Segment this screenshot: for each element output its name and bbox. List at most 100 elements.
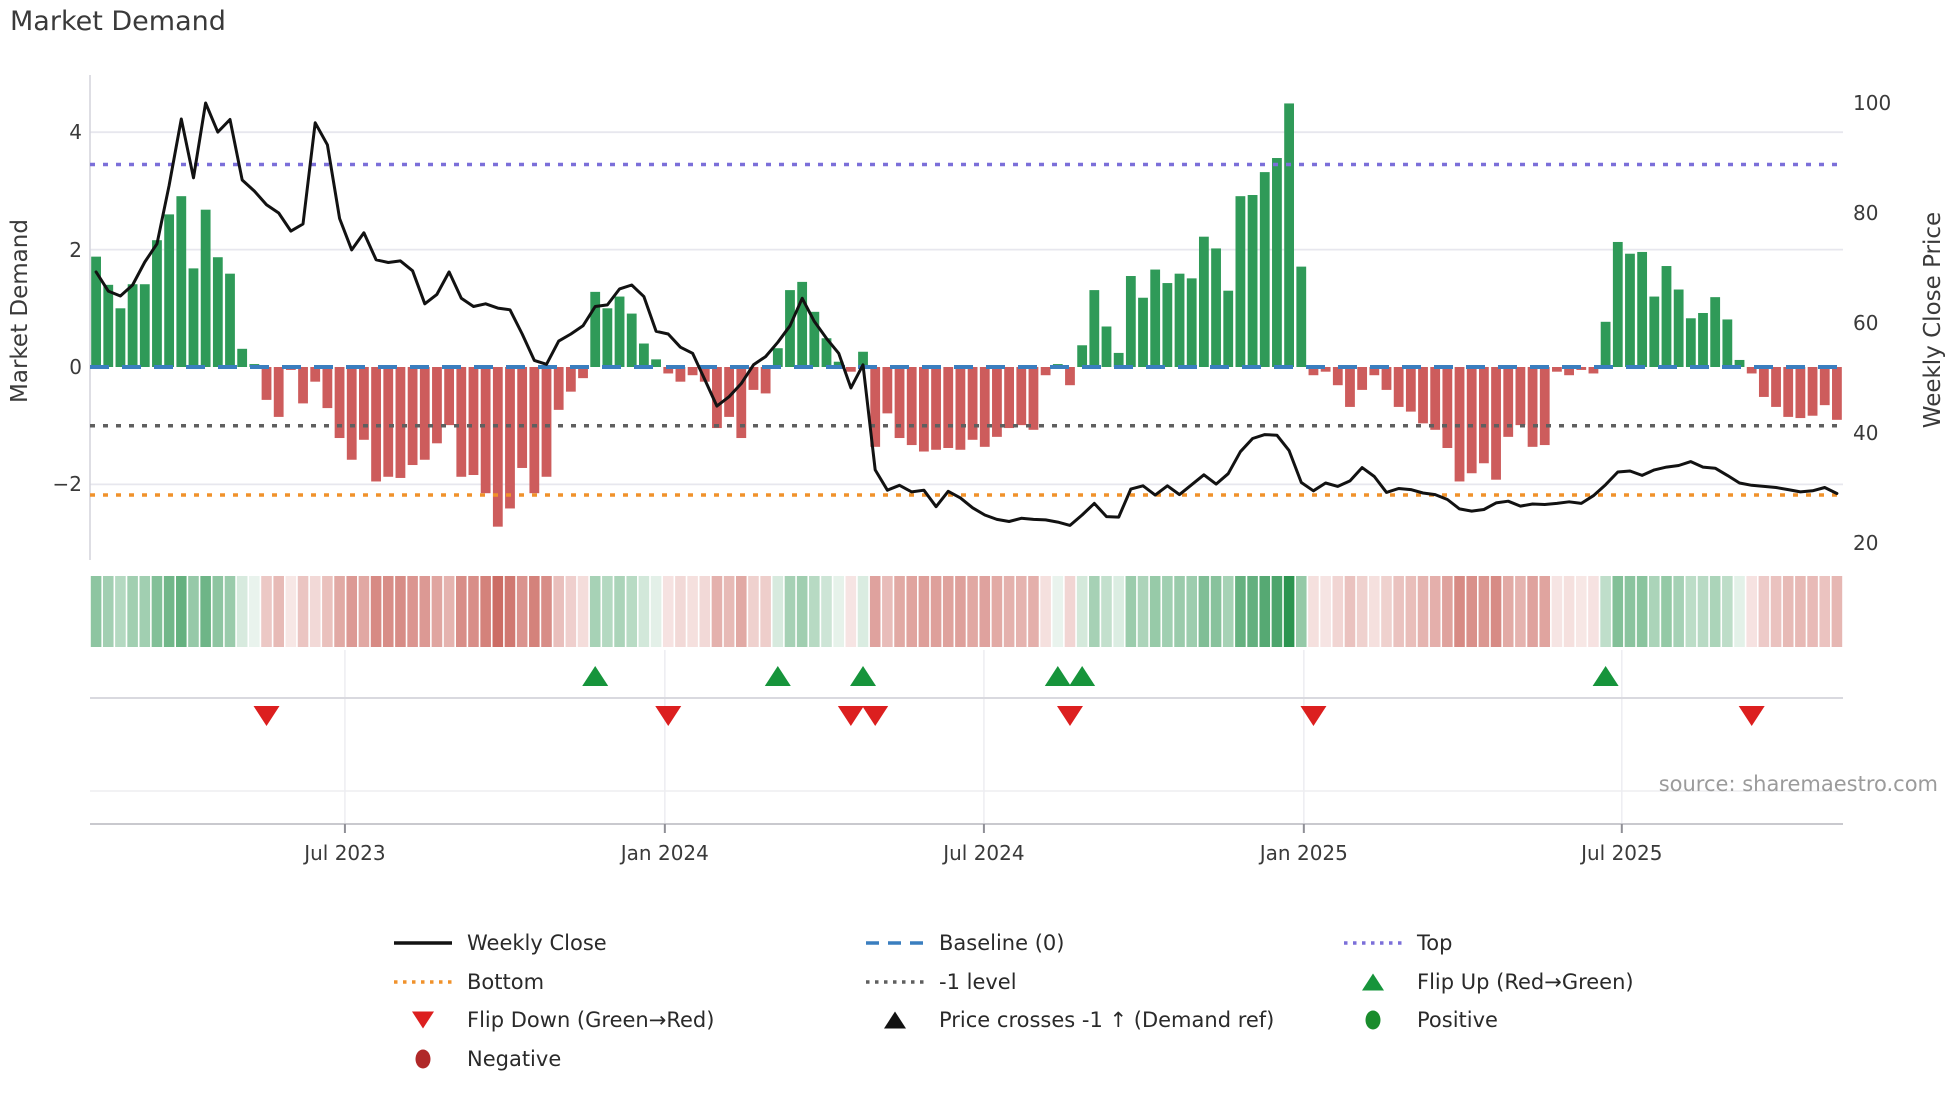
heatmap-cell: [1308, 576, 1319, 647]
demand-bar: [1698, 312, 1708, 367]
demand-bar: [955, 367, 966, 450]
demand-bar: [1235, 196, 1246, 367]
legend-label: Weekly Close: [467, 931, 607, 956]
heatmap-cell: [1064, 576, 1076, 647]
heatmap-cell: [1515, 576, 1526, 647]
demand-bar: [529, 367, 540, 494]
heatmap-cell: [1673, 576, 1684, 647]
heatmap-cell: [1125, 576, 1137, 647]
legend-column: Top Flip Up (Red→Green) Positive: [1342, 924, 1634, 1040]
heatmap-cell: [212, 576, 224, 647]
heatmap-cell: [1259, 576, 1271, 647]
demand-bar: [103, 284, 114, 367]
legend-label: Flip Up (Red→Green): [1417, 969, 1634, 994]
heatmap-cell: [407, 576, 418, 647]
demand-bar: [1077, 345, 1088, 367]
heatmap-cell: [833, 576, 844, 647]
heatmap-cell: [322, 576, 333, 647]
demand-bar: [906, 367, 917, 446]
heatmap-cell: [468, 576, 479, 647]
heatmap-cell: [1235, 576, 1246, 647]
demand-bar: [395, 367, 406, 478]
heatmap-cell: [1685, 576, 1697, 647]
right-axis-tick: 100: [1853, 91, 1892, 115]
heatmap-cell: [1283, 576, 1295, 647]
heatmap-cell: [1040, 576, 1051, 647]
heatmap-cell: [1149, 576, 1161, 647]
demand-bar: [1405, 367, 1416, 412]
demand-bar: [821, 338, 832, 367]
heatmap-cell: [1551, 576, 1563, 647]
heatmap-cell: [431, 576, 443, 647]
heatmap-cell: [1344, 576, 1356, 647]
heatmap-cell: [127, 576, 138, 647]
demand-bar: [1746, 367, 1757, 374]
heatmap-cell: [991, 576, 1003, 647]
heatmap-cell: [1661, 576, 1672, 647]
demand-bar: [1381, 367, 1392, 390]
heatmap-cell: [224, 576, 236, 647]
heatmap-cell: [1490, 576, 1502, 647]
demand-bar: [152, 240, 162, 367]
heatmap-cell: [882, 576, 893, 647]
heatmap-cell: [565, 576, 577, 647]
heatmap-cell: [249, 576, 260, 647]
demand-bar: [565, 367, 576, 392]
demand-bar: [1089, 290, 1100, 367]
heatmap-cell: [1332, 576, 1344, 647]
demand-bar: [918, 367, 929, 452]
left-axis-tick: 0: [69, 355, 82, 379]
demand-bar: [675, 367, 686, 382]
demand-bar: [882, 367, 893, 414]
heatmap-cell: [626, 576, 638, 647]
x-axis-tick: Jul 2023: [304, 841, 386, 865]
heatmap-cell: [699, 576, 711, 647]
legend-symbol: [392, 1047, 454, 1071]
demand-bar: [1345, 367, 1355, 407]
heatmap-cell: [553, 576, 564, 647]
demand-bar: [1162, 283, 1173, 367]
demand-bar: [1259, 172, 1270, 367]
demand-bar: [1564, 367, 1574, 376]
heatmap-cell: [1381, 576, 1392, 647]
demand-bar: [1685, 318, 1696, 367]
heatmap-cell: [784, 576, 796, 647]
heatmap-cell: [809, 576, 820, 647]
demand-bar: [931, 367, 941, 450]
demand-bar: [1649, 296, 1660, 367]
demand-bar: [1625, 253, 1635, 367]
demand-bar: [1393, 367, 1404, 407]
heatmap-cell: [1770, 576, 1782, 647]
heatmap-cell: [602, 576, 613, 647]
demand-bar: [1174, 273, 1185, 367]
heatmap-cell: [1575, 576, 1587, 647]
left-axis-tick: −2: [52, 472, 82, 497]
demand-bar: [614, 296, 625, 367]
heatmap-cell: [1442, 576, 1453, 647]
heatmap-cell: [176, 576, 187, 647]
demand-bar: [517, 367, 528, 468]
heatmap-cell: [370, 576, 382, 647]
heatmap-cell: [796, 576, 808, 647]
heatmap-cell: [614, 576, 625, 647]
demand-bar: [164, 214, 175, 367]
demand-bar: [1807, 367, 1818, 416]
demand-bar: [797, 281, 808, 367]
demand-bar: [1004, 367, 1015, 429]
demand-bar: [1332, 367, 1343, 386]
demand-bar: [1491, 367, 1501, 480]
heatmap-cell: [1076, 576, 1088, 647]
heatmap-cell: [906, 576, 918, 647]
demand-bar: [188, 268, 199, 367]
demand-bar: [261, 367, 272, 400]
demand-bar: [1588, 367, 1599, 374]
demand-bar: [468, 367, 479, 476]
heatmap-cell: [529, 576, 540, 647]
demand-bar: [553, 367, 564, 410]
demand-bar: [1758, 367, 1769, 397]
demand-bar: [602, 308, 613, 367]
heatmap-cell: [1186, 576, 1197, 647]
demand-bar: [1016, 367, 1027, 426]
heatmap-cell: [139, 576, 151, 647]
heatmap-cell: [1113, 576, 1124, 647]
